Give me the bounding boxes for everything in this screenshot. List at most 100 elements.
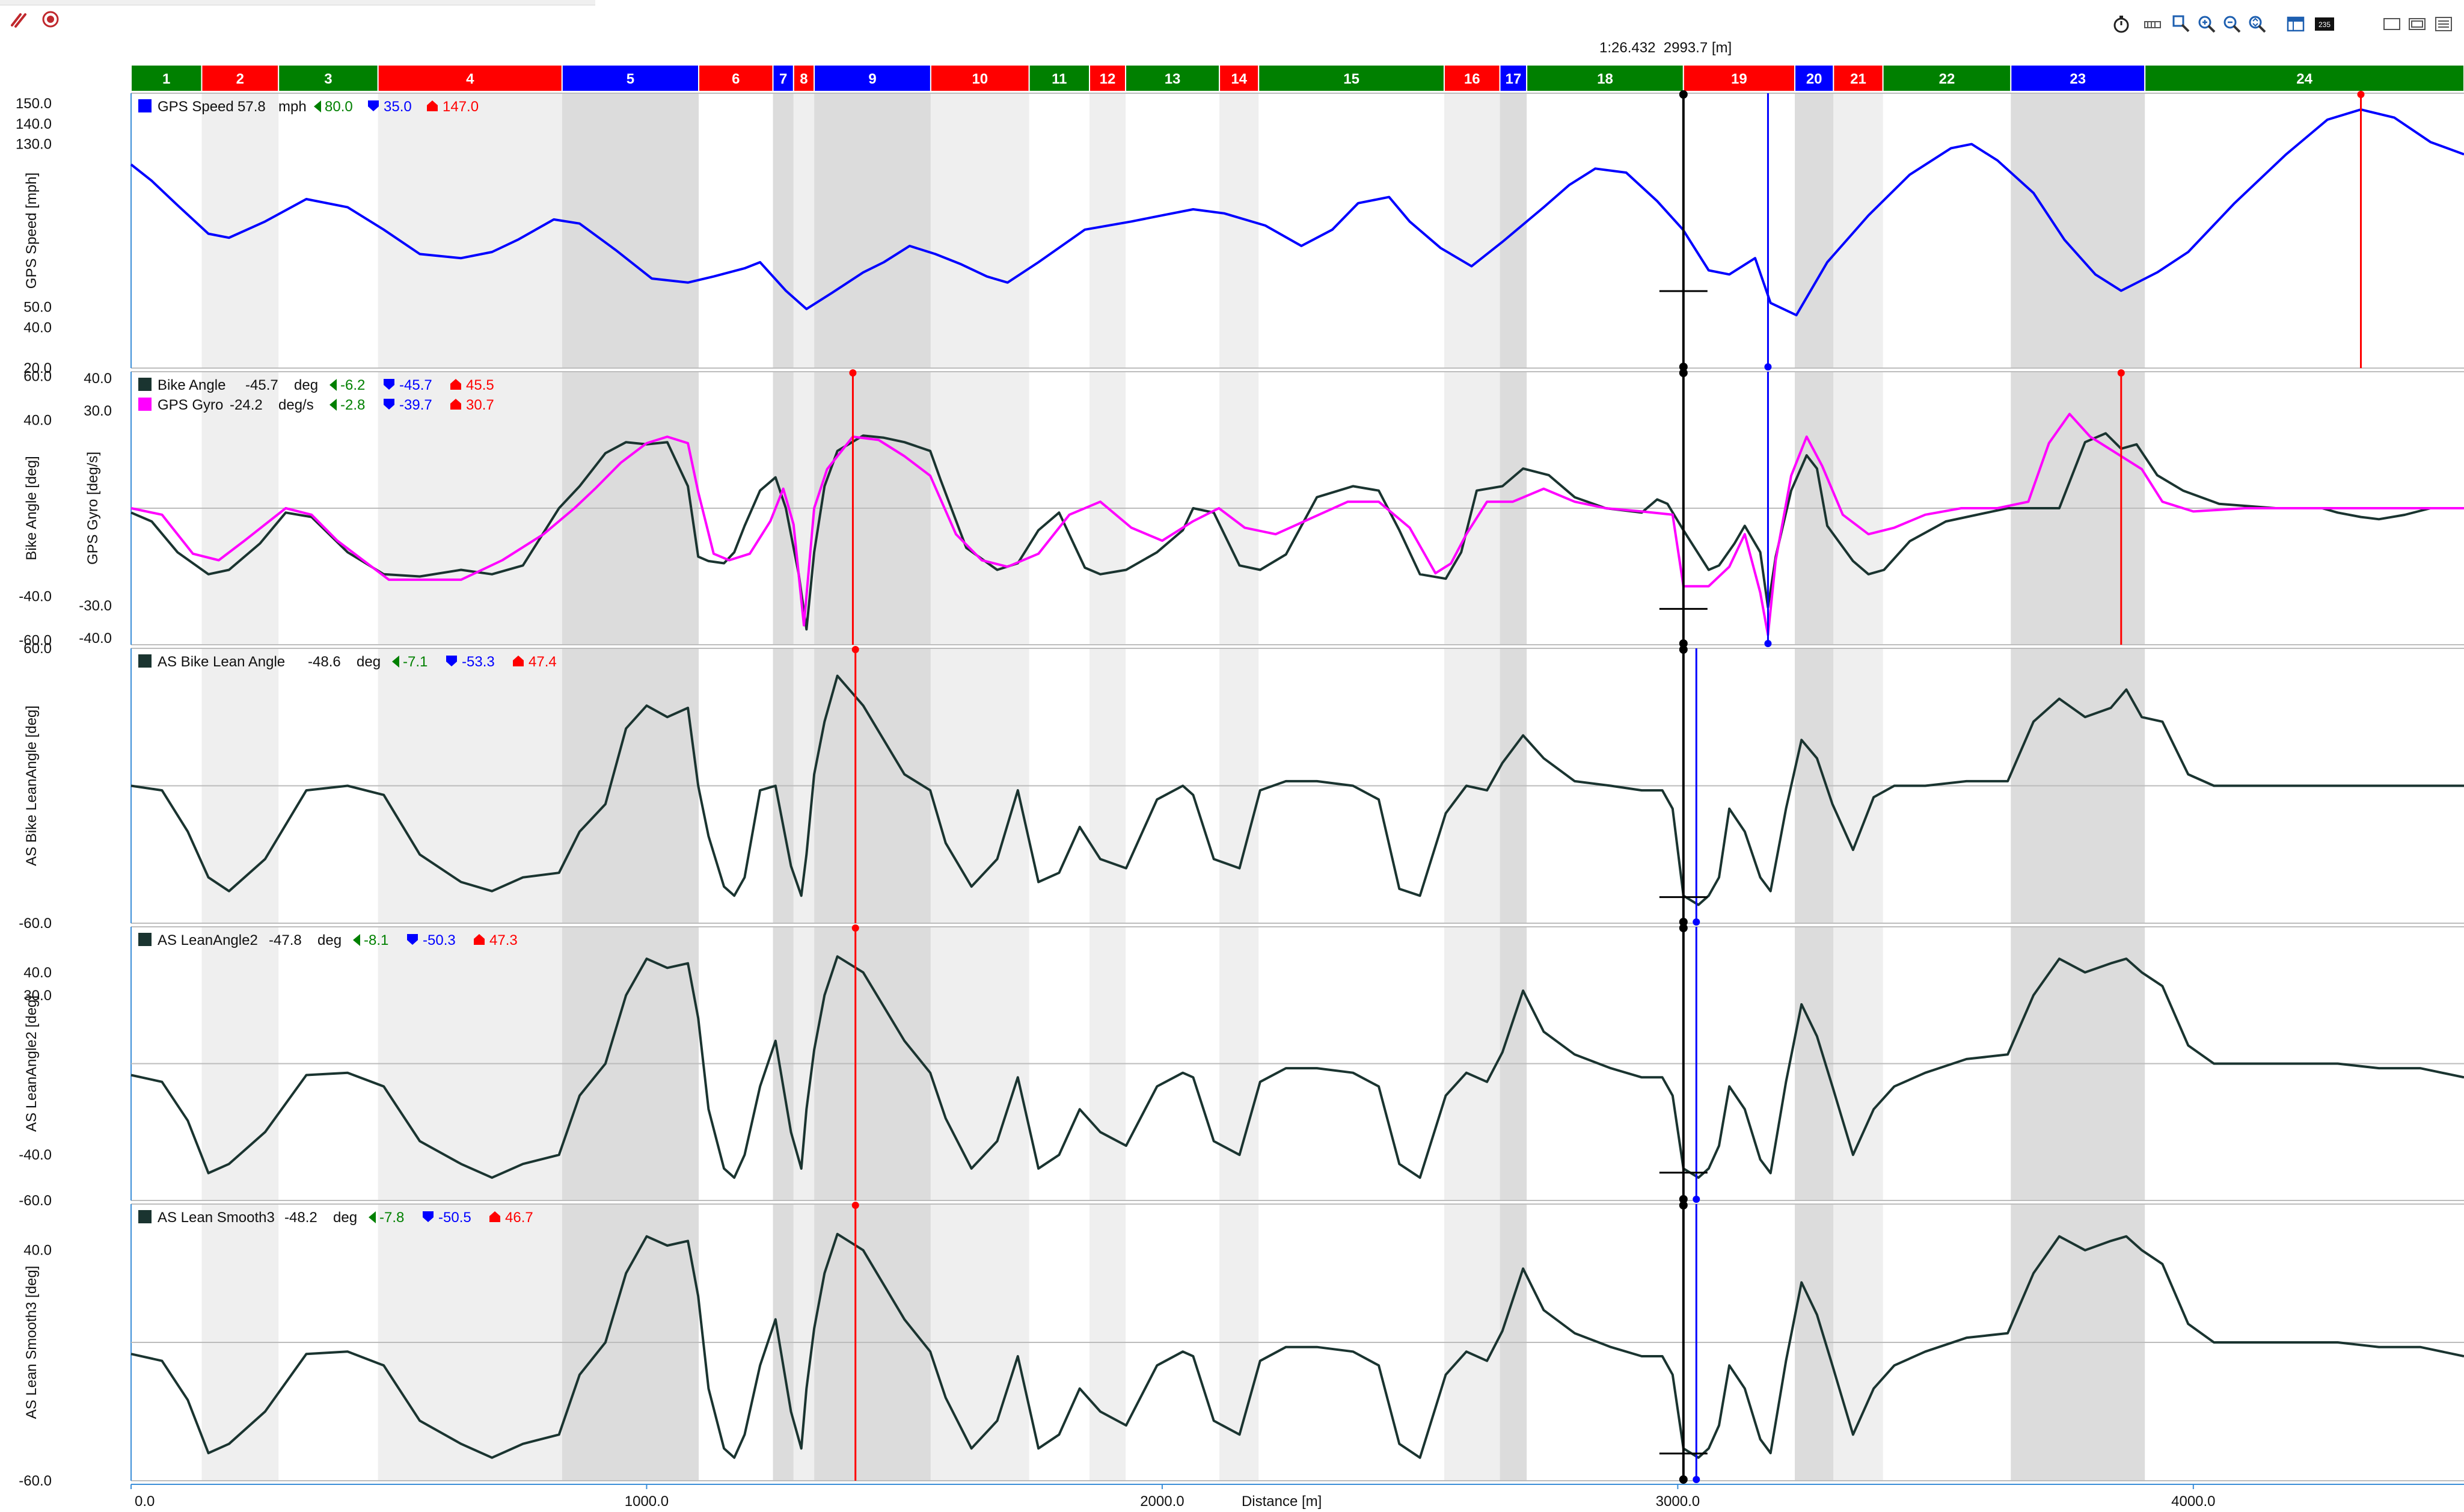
zoom-fit-icon[interactable] (2246, 13, 2268, 35)
segment-tab-15[interactable]: 15 (1258, 64, 1445, 92)
tab-strip (0, 0, 595, 5)
segment-tab-7[interactable]: 7 (772, 64, 794, 92)
y-axis-label: GPS Speed [mph] (23, 173, 40, 289)
segment-tab-13[interactable]: 13 (1125, 64, 1221, 92)
segment-tab-19[interactable]: 19 (1682, 64, 1796, 92)
cursor-top-dot (1679, 645, 1688, 654)
x-tick-label: 1000.0 (625, 1493, 669, 1510)
legend-stat-blue: -50.5 (438, 1209, 471, 1226)
legend-stat-red: 47.4 (529, 654, 557, 670)
legend-swatch (138, 398, 152, 411)
legend-stat-green: -2.8 (340, 397, 365, 413)
top-toolbar: 235 1:26.432 2993.7 [m] (0, 0, 2464, 56)
legend-stat-blue: -53.3 (462, 654, 495, 670)
segment-tab-20[interactable]: 20 (1794, 64, 1834, 92)
max-marker-dot (851, 646, 859, 653)
segment-label: 17 (1505, 71, 1521, 87)
cursor-bottom-dot (1679, 918, 1688, 926)
segment-label: 24 (2296, 71, 2312, 87)
segment-tab-17[interactable]: 17 (1499, 64, 1528, 92)
y-tick-label: 30.0 (23, 988, 52, 1004)
segment-tab-16[interactable]: 16 (1443, 64, 1501, 92)
arrow-up-icon (474, 934, 485, 945)
segment-block (2144, 64, 2464, 92)
segment-tab-22[interactable]: 22 (1882, 64, 2012, 92)
y-tick-label: -30.0 (79, 598, 112, 614)
segment-tab-8[interactable]: 8 (792, 64, 815, 92)
segment-label: 11 (1052, 71, 1067, 87)
zoom-region-icon[interactable] (2171, 13, 2192, 35)
arrow-left-icon (329, 379, 337, 391)
segment-block (377, 64, 563, 92)
y-tick-label: 40.0 (23, 319, 52, 336)
y-tick-label: 140.0 (16, 116, 52, 132)
segment-tab-2[interactable]: 2 (201, 64, 280, 92)
segment-label: 6 (732, 71, 740, 87)
panel-single-icon[interactable] (2381, 13, 2403, 35)
segment-tab-21[interactable]: 21 (1833, 64, 1884, 92)
x-tick-label: 2000.0 (1140, 1493, 1184, 1510)
segment-tab-1[interactable]: 1 (130, 64, 203, 92)
segment-tab-12[interactable]: 12 (1089, 64, 1127, 92)
series-line-1 (130, 108, 2464, 316)
legend-value: -48.6 (308, 654, 341, 670)
segment-label: 19 (1731, 71, 1747, 87)
segment-tab-10[interactable]: 10 (930, 64, 1030, 92)
record-icon[interactable] (40, 8, 61, 30)
arrow-down-icon (384, 379, 394, 390)
legend-unit: deg (294, 377, 318, 393)
segment-block (1833, 64, 1884, 92)
segment-tab-14[interactable]: 14 (1219, 64, 1260, 92)
zoom-out-icon[interactable] (2221, 13, 2243, 35)
as-bike-lean-panel: 60.0 -60.0 AS Bike LeanAngle [deg] AS Bike … (19, 641, 2464, 932)
arrow-left-icon (369, 1211, 376, 1223)
gauge-bar-icon[interactable] (2142, 13, 2163, 35)
legend-entry-1: GPS Speed 57.8 mph 80.0 35.0 147.0 (138, 99, 479, 115)
segment-label: 5 (627, 71, 634, 87)
segment-tab-5[interactable]: 5 (561, 64, 700, 92)
series-line-1 (130, 432, 2464, 631)
list-view-icon[interactable] (2433, 13, 2454, 35)
y-axis-label: Bike Angle [deg] (23, 456, 40, 560)
panel-double-icon[interactable] (2406, 13, 2428, 35)
legend-series-name: GPS Gyro (158, 397, 223, 413)
legend-stat-green: -8.1 (364, 932, 388, 948)
segment-shade-23 (2011, 93, 2145, 368)
series-line-2 (130, 413, 2464, 636)
arrow-down-icon (423, 1211, 434, 1222)
layout-icon[interactable] (2285, 13, 2306, 35)
segment-tab-4[interactable]: 4 (377, 64, 563, 92)
counter-icon[interactable]: 235 (2314, 13, 2335, 35)
segment-tab-18[interactable]: 18 (1526, 64, 1684, 92)
legend-entry-1: Bike Angle -45.7 deg -6.2 -45.7 45.5 (138, 377, 494, 393)
segment-label: 3 (324, 71, 332, 87)
y-tick-label: 50.0 (23, 299, 52, 315)
y-tick-label: -60.0 (19, 1473, 52, 1489)
arrow-left-icon (353, 934, 360, 946)
legend-stat-blue: 35.0 (384, 99, 412, 115)
y-tick-label: 60.0 (23, 368, 52, 384)
y-tick-label: -40.0 (19, 1147, 52, 1163)
segment-shade-2 (201, 93, 279, 368)
segment-tab-6[interactable]: 6 (698, 64, 774, 92)
max-marker-dot (2357, 91, 2365, 98)
cursor-top-dot (1679, 924, 1688, 932)
series-line-1 (130, 955, 2464, 1179)
segment-tab-3[interactable]: 3 (278, 64, 379, 92)
y-tick-label: -40.0 (79, 630, 112, 647)
segment-shade-9 (814, 93, 931, 368)
zoom-in-icon[interactable] (2196, 13, 2217, 35)
arrow-down-icon (407, 934, 418, 945)
y-tick-label: -60.0 (19, 915, 52, 932)
segment-tab-9[interactable]: 9 (814, 64, 931, 92)
stopwatch-icon[interactable] (2110, 13, 2132, 35)
pen-icon[interactable] (8, 8, 30, 30)
segment-tab-23[interactable]: 23 (2010, 64, 2146, 92)
x-tick-label: 4000.0 (2171, 1493, 2215, 1510)
min-marker-dot (1693, 1196, 1700, 1203)
segment-tab-11[interactable]: 11 (1028, 64, 1091, 92)
segment-label: 14 (1231, 71, 1247, 87)
segment-tab-24[interactable]: 24 (2144, 64, 2464, 92)
legend-series-name: AS Lean Smooth3 (158, 1209, 275, 1226)
